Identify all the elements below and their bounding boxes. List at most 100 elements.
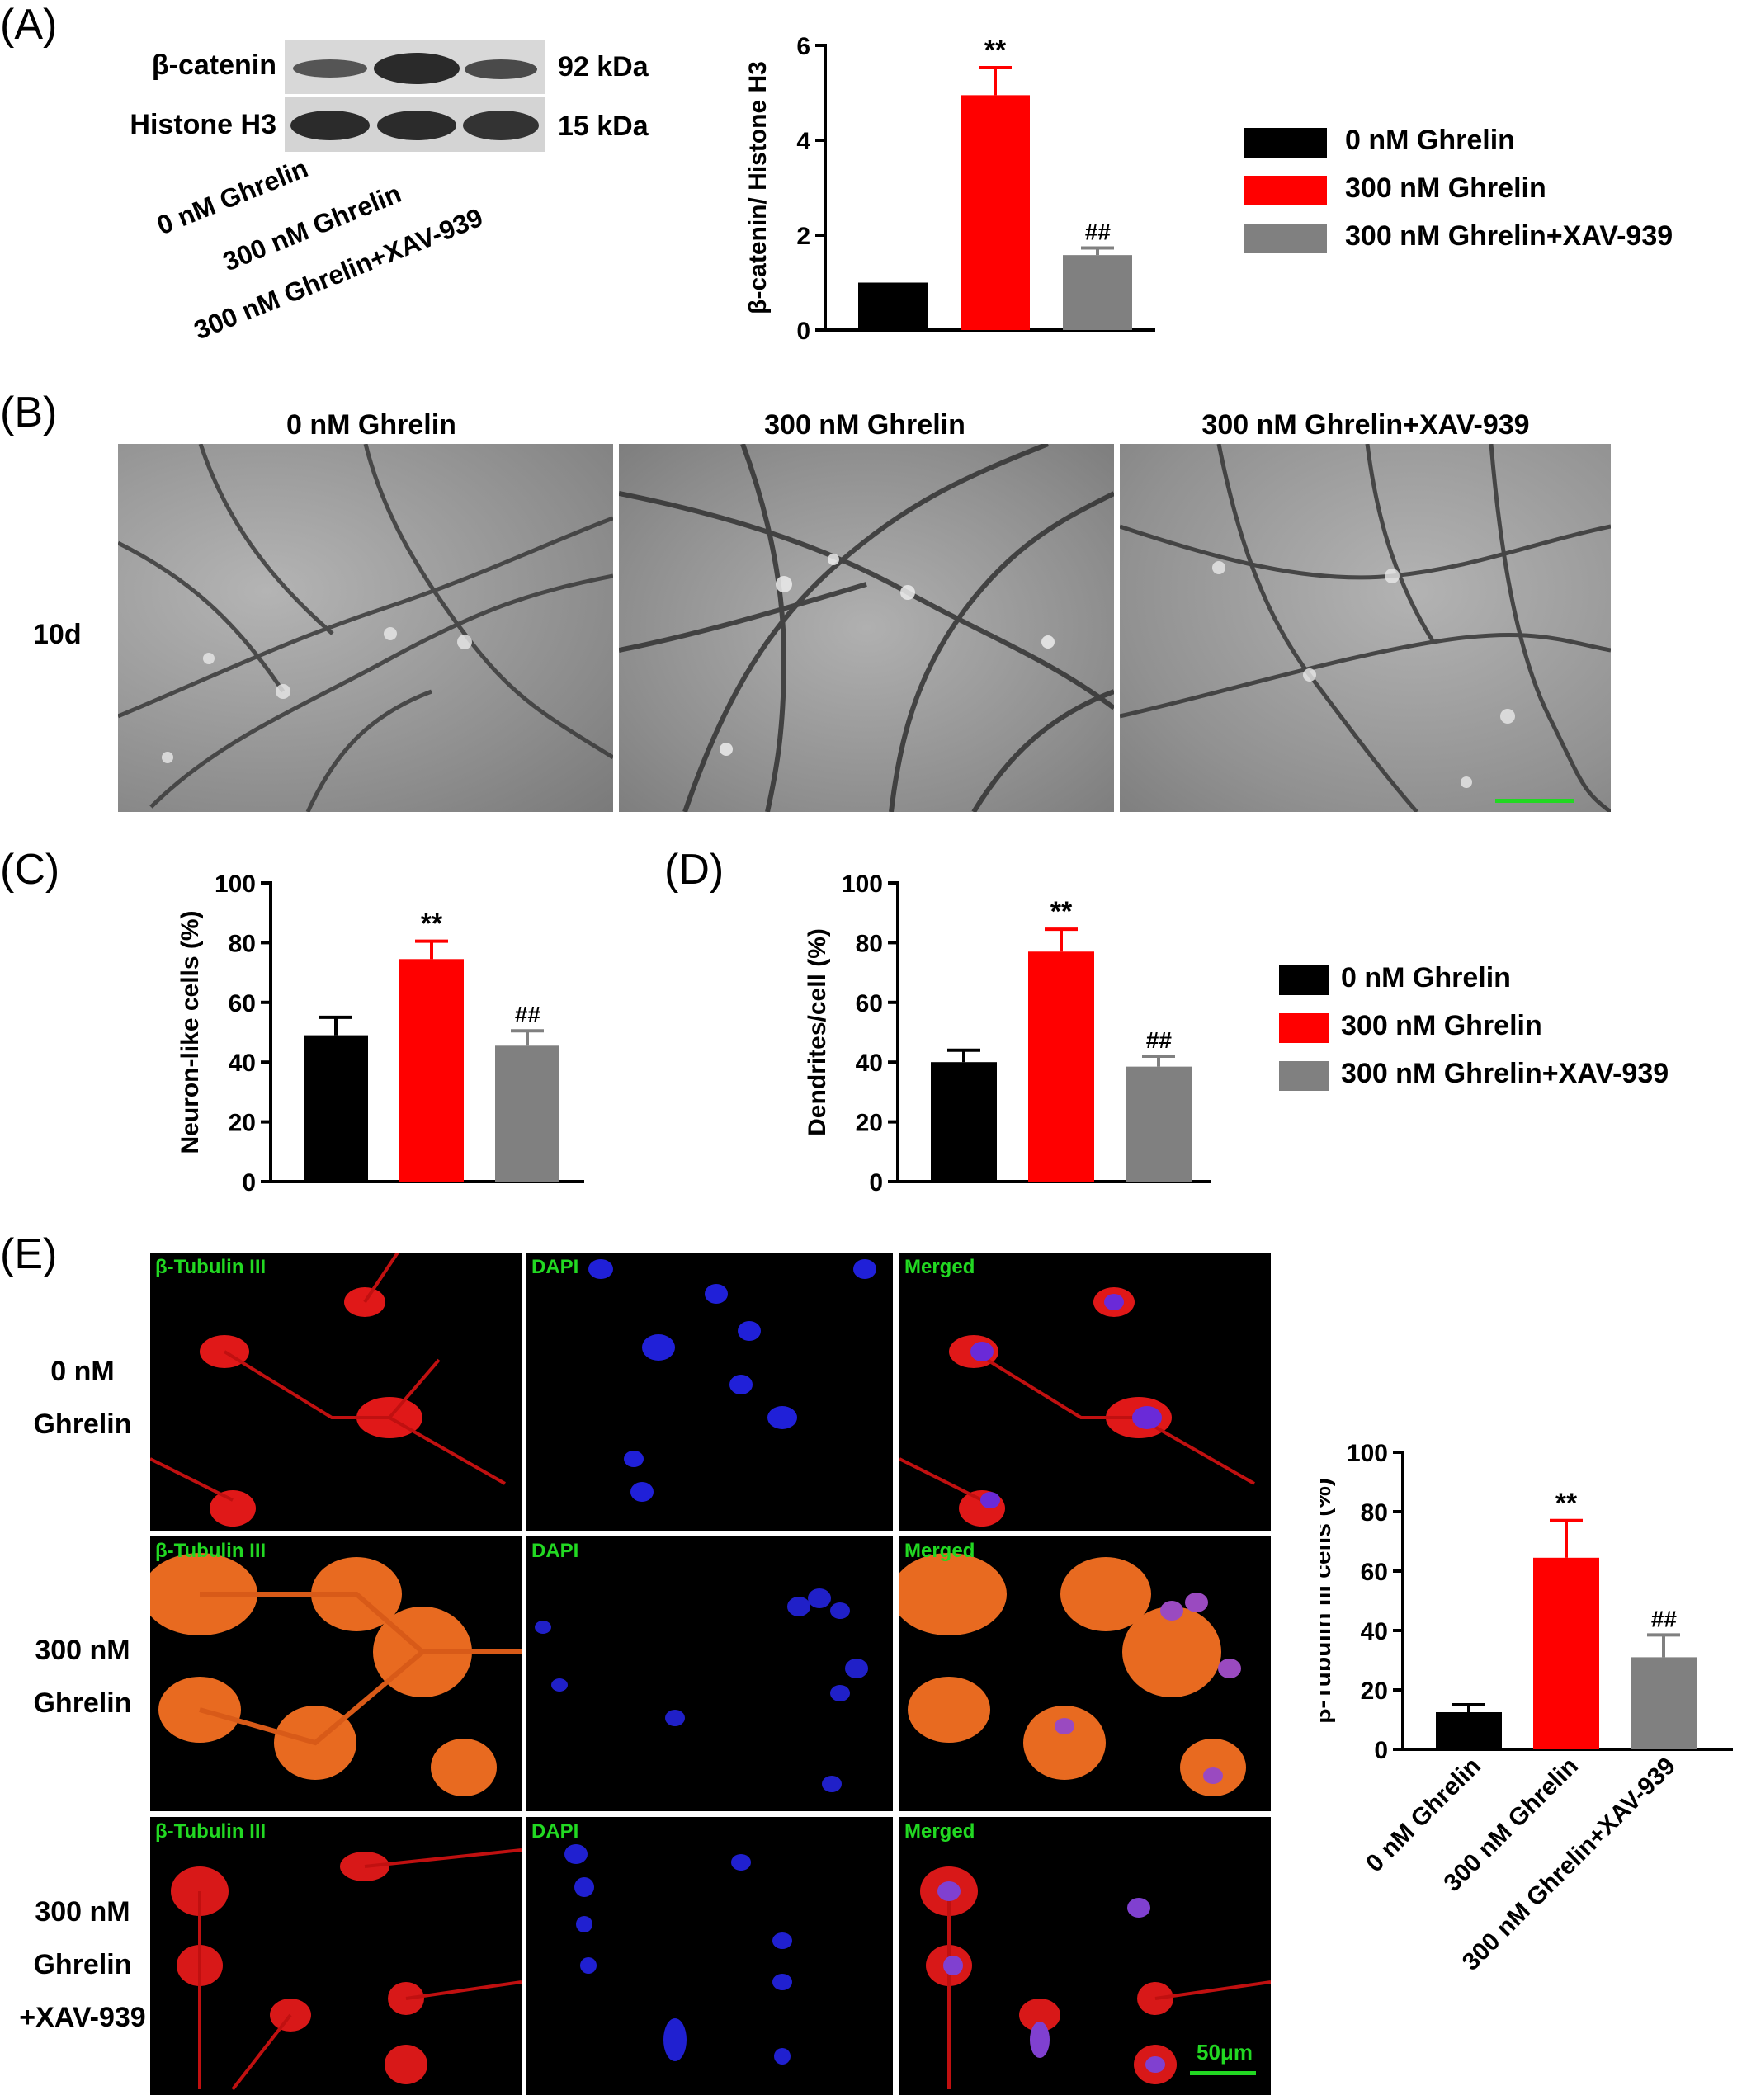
phase-contrast-image-ghrelin bbox=[619, 444, 1114, 812]
fluor-row-label-line: 0 nM bbox=[50, 1356, 115, 1387]
legend-label: 300 nM Ghrelin+XAV-939 bbox=[1345, 220, 1673, 252]
phase-column-title-1: 300 nM Ghrelin bbox=[764, 409, 965, 441]
y-tick-label: 60 bbox=[1361, 1559, 1388, 1586]
legend-swatch bbox=[1244, 224, 1327, 253]
blot-band-label-catenin: β-catenin bbox=[151, 50, 276, 81]
fluor-image-tubulin-ghrelin: β-Tubulin III bbox=[150, 1536, 522, 1811]
phase-contrast-image-control bbox=[118, 444, 613, 812]
bar bbox=[1063, 255, 1132, 330]
significance-label: ** bbox=[984, 35, 1007, 66]
y-tick-label: 0 bbox=[796, 318, 810, 345]
legend-label: 300 nM Ghrelin bbox=[1341, 1010, 1542, 1041]
chart-c-neuron-like: 0 20 40 60 80 100 Neuron-like cells (%) ** ## bbox=[177, 871, 584, 1196]
fluor-image-merged-ghrelin: Merged bbox=[899, 1536, 1271, 1811]
chart-a-catenin: 0 2 4 6 β-catenin/ Histone H3 ** ## bbox=[744, 33, 1155, 345]
fluor-image-dapi-ghrelin: DAPI bbox=[526, 1536, 893, 1811]
y-tick-label: 60 bbox=[229, 990, 256, 1017]
fluor-image-tubulin-control: β-Tubulin III bbox=[150, 1253, 522, 1531]
bar bbox=[1533, 1557, 1599, 1749]
y-tick-label: 80 bbox=[229, 930, 256, 957]
legend-swatch bbox=[1279, 1013, 1329, 1043]
y-tick-label: 100 bbox=[1347, 1440, 1388, 1467]
legend-label: 300 nM Ghrelin bbox=[1345, 172, 1546, 204]
significance-label: ## bbox=[1084, 219, 1111, 245]
fluor-row-label-0: 0 nM Ghrelin bbox=[17, 1345, 149, 1451]
y-tick-label: 40 bbox=[856, 1050, 883, 1077]
scale-bar-label: 50μm bbox=[1197, 2040, 1253, 2065]
y-tick-label: 4 bbox=[796, 128, 810, 155]
fluor-image-dapi-control: DAPI bbox=[526, 1253, 893, 1531]
y-tick-label: 6 bbox=[796, 33, 810, 60]
bar bbox=[1028, 951, 1094, 1182]
bar bbox=[1631, 1657, 1697, 1749]
channel-label-merged: Merged bbox=[904, 1820, 975, 1843]
panel-e-label: (E) bbox=[0, 1230, 58, 1278]
y-tick-label: 20 bbox=[1361, 1678, 1388, 1705]
legend-label: 300 nM Ghrelin+XAV-939 bbox=[1341, 1058, 1669, 1089]
y-tick-label: 40 bbox=[229, 1050, 256, 1077]
y-tick-label: 40 bbox=[1361, 1618, 1388, 1645]
y-tick-label: 0 bbox=[869, 1169, 883, 1196]
y-tick-label: 100 bbox=[215, 871, 256, 898]
y-axis-label: β-catenin/ Histone H3 bbox=[744, 61, 772, 314]
legend-swatch bbox=[1244, 128, 1327, 158]
blot-size-histone: 15 kDa bbox=[558, 111, 649, 142]
blot-strip-histone bbox=[285, 97, 545, 152]
channel-label-tubulin: β-Tubulin III bbox=[155, 1820, 267, 1843]
significance-label: ## bbox=[1650, 1606, 1677, 1631]
y-axis-label: Neuron-like cells (%) bbox=[177, 910, 204, 1154]
channel-label-merged: Merged bbox=[904, 1540, 975, 1562]
fluor-row-label-2: 300 nM Ghrelin +XAV-939 bbox=[12, 1885, 153, 2044]
y-tick-label: 2 bbox=[796, 223, 810, 250]
fluor-row-label-line: 300 nM bbox=[35, 1896, 130, 1928]
fluor-row-label-line: Ghrelin bbox=[33, 1409, 132, 1440]
y-tick-label: 80 bbox=[1361, 1499, 1388, 1527]
y-axis-label: Dendrites/cell (%) bbox=[804, 928, 831, 1136]
blot-band-label-histone: Histone H3 bbox=[130, 109, 276, 140]
blot-size-catenin: 92 kDa bbox=[558, 51, 649, 83]
scale-bar bbox=[1495, 799, 1574, 803]
significance-label: ** bbox=[421, 908, 443, 940]
y-tick-label: 20 bbox=[856, 1110, 883, 1137]
fluor-row-label-line: 300 nM bbox=[35, 1635, 130, 1666]
bar bbox=[495, 1045, 559, 1182]
phase-contrast-image-xav bbox=[1120, 444, 1611, 812]
legend-swatch bbox=[1244, 176, 1327, 205]
fluor-image-merged-control: Merged bbox=[899, 1253, 1271, 1531]
bar bbox=[1126, 1066, 1192, 1182]
fluor-row-label-1: 300 nM Ghrelin bbox=[17, 1624, 149, 1730]
fluor-image-tubulin-xav: β-Tubulin III bbox=[150, 1817, 522, 2095]
panel-a-label: (A) bbox=[0, 1, 58, 49]
panel-b-label: (B) bbox=[0, 389, 58, 437]
phase-column-title-0: 0 nM Ghrelin bbox=[286, 409, 456, 441]
fluor-row-label-line: Ghrelin bbox=[33, 1687, 132, 1719]
blot-strip-catenin bbox=[285, 40, 545, 94]
bar bbox=[1436, 1712, 1502, 1749]
channel-label-dapi: DAPI bbox=[531, 1256, 579, 1278]
scale-bar bbox=[1190, 2071, 1256, 2075]
legend-label: 0 nM Ghrelin bbox=[1341, 962, 1511, 993]
channel-label-dapi: DAPI bbox=[531, 1820, 579, 1843]
channel-label-dapi: DAPI bbox=[531, 1540, 579, 1562]
y-tick-label: 100 bbox=[842, 871, 883, 898]
panel-c-label: (C) bbox=[0, 846, 60, 894]
significance-label: ## bbox=[1145, 1027, 1172, 1053]
bar bbox=[931, 1062, 997, 1182]
y-axis-label: β-Tubulin III cells (%) bbox=[1320, 1478, 1336, 1724]
channel-label-merged: Merged bbox=[904, 1256, 975, 1278]
y-tick-label: 60 bbox=[856, 990, 883, 1017]
significance-label: ** bbox=[1555, 1488, 1578, 1519]
panel-d-label: (D) bbox=[664, 846, 725, 894]
phase-row-label: 10d bbox=[33, 619, 82, 650]
bar bbox=[961, 95, 1030, 330]
legend-swatch bbox=[1279, 1061, 1329, 1091]
legend-label: 0 nM Ghrelin bbox=[1345, 125, 1515, 156]
fluor-image-dapi-xav: DAPI bbox=[526, 1817, 893, 2095]
bar bbox=[304, 1035, 368, 1182]
y-tick-label: 80 bbox=[856, 930, 883, 957]
western-blot: β-catenin Histone H3 92 kDa 15 kDa 0 nM … bbox=[0, 33, 660, 347]
channel-label-tubulin: β-Tubulin III bbox=[155, 1256, 267, 1278]
y-tick-label: 0 bbox=[242, 1169, 256, 1196]
y-tick-label: 20 bbox=[229, 1110, 256, 1137]
